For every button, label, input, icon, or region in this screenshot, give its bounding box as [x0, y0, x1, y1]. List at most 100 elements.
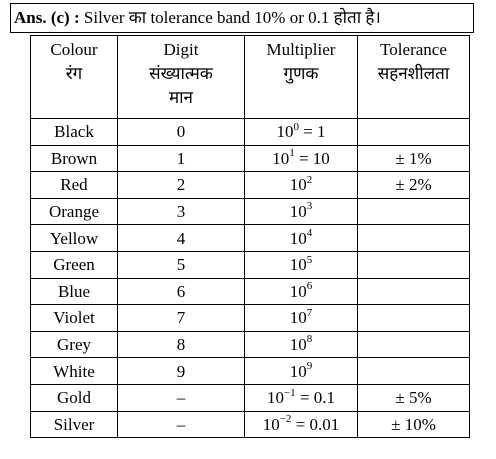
multiplier-base: 10 — [272, 148, 290, 168]
multiplier-value: = 0.01 — [291, 414, 340, 434]
multiplier: 108 — [244, 330, 358, 359]
tolerance — [357, 197, 470, 226]
multiplier-base: 10 — [289, 308, 307, 328]
digit: 7 — [117, 304, 245, 332]
header-line: Colour — [50, 40, 98, 59]
column-header: Digit संख्यात्मक मान — [117, 35, 245, 119]
multiplier-base: 10 — [289, 228, 307, 248]
digit: 9 — [117, 357, 245, 385]
column-header: Multiplier गुणक — [244, 35, 358, 119]
header-line: रंग — [65, 64, 83, 83]
tolerance-value: ± 10% — [391, 414, 436, 434]
header-line: सहनशीलता — [377, 64, 450, 83]
multiplier: 10−1 = 0.1 — [244, 383, 358, 412]
multiplier-base: 10 — [289, 175, 307, 195]
multiplier-value: = 0.1 — [295, 388, 336, 408]
tolerance — [357, 357, 470, 385]
multiplier: 103 — [244, 197, 358, 226]
header-line: गुणक — [283, 64, 319, 83]
digit: 4 — [117, 224, 245, 252]
tolerance — [357, 224, 470, 252]
color-name: Brown — [30, 144, 118, 173]
answer-box: Ans. (c) : Silver का tolerance band 10% … — [10, 3, 474, 33]
color-name: Violet — [30, 304, 118, 332]
multiplier-exponent: 7 — [306, 306, 313, 319]
color-name: White — [30, 357, 118, 385]
color-name: Red — [30, 171, 118, 199]
digit: 2 — [117, 171, 245, 199]
multiplier-exponent: 6 — [306, 280, 313, 293]
multiplier-base: 10 — [276, 122, 294, 142]
multiplier: 106 — [244, 277, 358, 306]
answer-text: Silver का tolerance band 10% or 0.1 होता… — [83, 8, 381, 27]
multiplier: 107 — [244, 304, 358, 332]
table-row: White 9 109 — [30, 357, 470, 385]
multiplier-base: 10 — [289, 361, 307, 381]
header-line: Digit — [163, 40, 199, 59]
column-header: Tolerance सहनशीलता — [357, 35, 470, 119]
answer-label: Ans. (c) : — [14, 8, 80, 27]
tolerance-value: ± 5% — [395, 388, 432, 408]
multiplier-exponent: 0 — [293, 120, 299, 133]
table-row: Silver –10−2 = 0.01 ± 10% — [30, 410, 470, 439]
tolerance — [357, 250, 470, 279]
digit: 0 — [117, 118, 245, 146]
header-row: Colour रंग Digit संख्यात्मक मान Multiplier गुण… — [30, 35, 470, 119]
color-name: Silver — [30, 410, 118, 439]
header-line: Tolerance — [380, 40, 447, 59]
multiplier-exponent: 8 — [306, 333, 313, 346]
tolerance — [357, 304, 470, 332]
table-body: Black 0 100 = 1 Brown 1 101 = 10 ± 1% Red 2 102 ± … — [30, 118, 470, 439]
table-row: Violet 7 107 — [30, 304, 470, 332]
multiplier-exponent: 4 — [306, 227, 313, 240]
table-row: Green 5 105 — [30, 250, 470, 279]
color-name: Black — [30, 118, 118, 146]
digit: 6 — [117, 277, 245, 306]
multiplier-value: = 10 — [294, 148, 330, 168]
multiplier-exponent: 5 — [306, 253, 313, 266]
header-line: संख्यात्मक — [149, 64, 213, 83]
digit: 5 — [117, 250, 245, 279]
table-row: Red 2 102 ± 2% — [30, 171, 470, 199]
multiplier: 102 — [244, 171, 358, 199]
multiplier-base: 10 — [289, 281, 307, 301]
header-line: मान — [168, 88, 193, 107]
multiplier-base: 10 — [289, 202, 307, 222]
tolerance: ± 1% — [357, 144, 470, 173]
tolerance-value: ± 2% — [395, 175, 432, 195]
digit: – — [117, 383, 245, 412]
multiplier-exponent: 9 — [306, 359, 313, 372]
color-name: Orange — [30, 197, 118, 226]
multiplier: 10−2 = 0.01 — [244, 410, 358, 439]
color-name: Green — [30, 250, 118, 279]
multiplier: 100 = 1 — [244, 118, 358, 146]
multiplier: 105 — [244, 250, 358, 279]
multiplier: 104 — [244, 224, 358, 252]
tolerance — [357, 118, 470, 146]
table-row: Yellow 4 104 — [30, 224, 470, 252]
digit: 8 — [117, 330, 245, 359]
multiplier-exponent: 2 — [306, 173, 313, 186]
tolerance — [357, 277, 470, 306]
table-row: Gold –10−1 = 0.1 ± 5% — [30, 383, 470, 412]
multiplier-base: 10 — [289, 335, 307, 355]
digit: 1 — [117, 144, 245, 173]
tolerance: ± 10% — [357, 410, 470, 439]
color-name: Gold — [30, 383, 118, 412]
multiplier: 101 = 10 — [244, 144, 358, 173]
multiplier-value: = 1 — [298, 122, 326, 142]
multiplier-exponent: 1 — [289, 147, 295, 160]
digit: 3 — [117, 197, 245, 226]
color-name: Blue — [30, 277, 118, 306]
multiplier-exponent: −1 — [283, 386, 296, 399]
tolerance: ± 5% — [357, 383, 470, 412]
header-line: Multiplier — [266, 40, 336, 59]
column-header: Colour रंग — [30, 35, 118, 119]
table-row: Orange 3 103 — [30, 197, 470, 226]
table-row: Brown 1 101 = 10 ± 1% — [30, 144, 470, 173]
table-row: Black 0 100 = 1 — [30, 118, 470, 146]
multiplier: 109 — [244, 357, 358, 385]
table-row: Blue 6 106 — [30, 277, 470, 306]
multiplier-base: 10 — [289, 255, 307, 275]
